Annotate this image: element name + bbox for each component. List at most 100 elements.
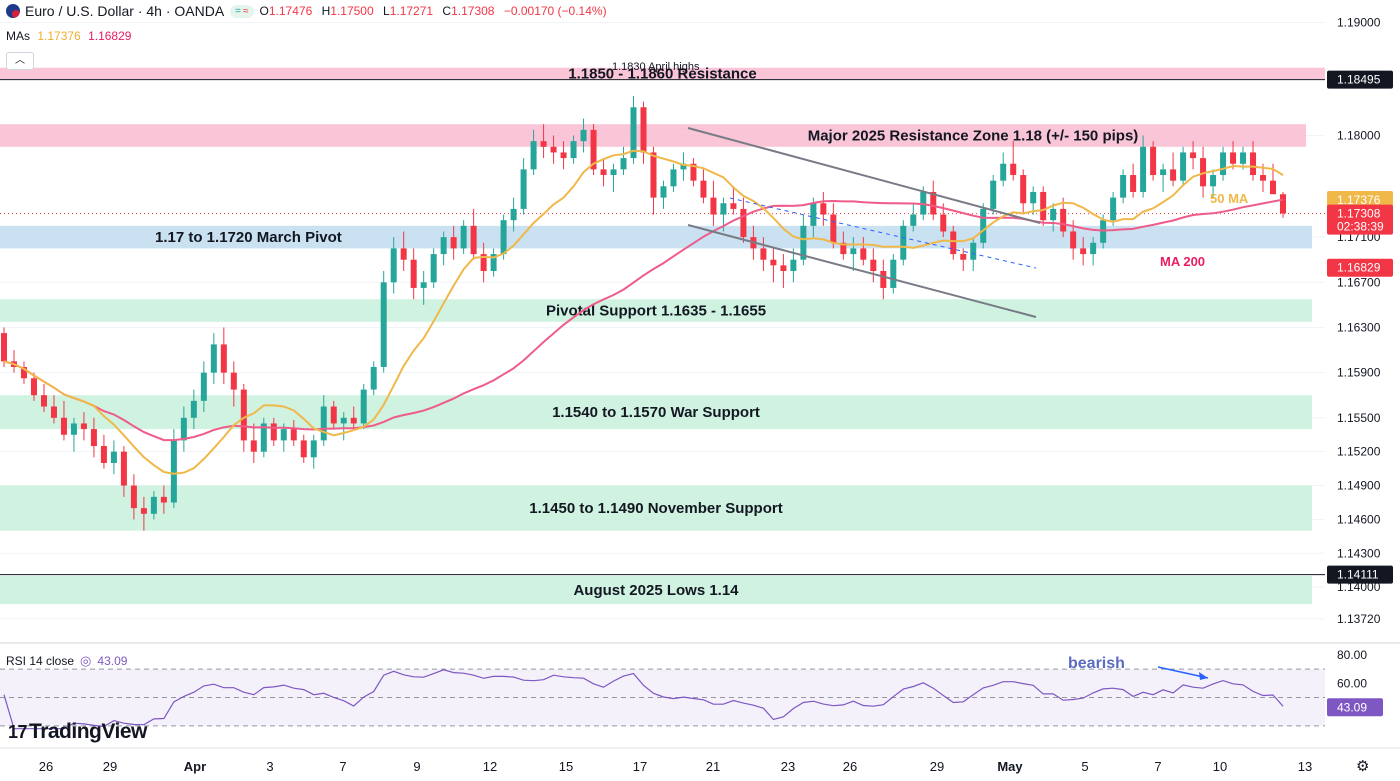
price-tag: 1.17308 <box>1337 207 1381 221</box>
ma-legend-label: MAs <box>6 29 30 43</box>
candle-body <box>930 191 937 215</box>
x-tick-label: 26 <box>843 759 857 774</box>
candle-body <box>400 248 407 260</box>
candle-body <box>290 429 297 441</box>
candle-body <box>520 169 527 209</box>
candle-body <box>250 440 257 452</box>
price-tag: 1.14111 <box>1337 568 1379 582</box>
x-tick-label: 7 <box>339 759 346 774</box>
x-tick-label: 21 <box>706 759 720 774</box>
candle-body <box>1110 197 1117 221</box>
candle-body <box>120 451 127 486</box>
y-tick-label: 1.15900 <box>1337 366 1381 380</box>
chevron-up-icon: ︿ <box>15 55 25 66</box>
candle-body <box>20 366 27 379</box>
candle-body <box>680 163 687 170</box>
candle-body <box>140 508 147 514</box>
candle-body <box>160 496 167 503</box>
candle-body <box>420 282 427 288</box>
zone-resistance <box>0 67 1325 80</box>
x-tick-label: 17 <box>633 759 647 774</box>
rsi-legend[interactable]: RSI 14 close ◎ 43.09 <box>6 653 127 669</box>
april-highs-label: 1.1830 April highs <box>612 61 700 73</box>
zone-label: August 2025 Lows 1.14 <box>573 582 739 599</box>
candle-body <box>1210 175 1217 187</box>
candle-body <box>960 254 967 260</box>
rsi-label: RSI 14 close <box>6 654 75 668</box>
candle-body <box>1260 175 1267 181</box>
ma50-value: 1.17376 <box>37 29 81 43</box>
candle-body <box>350 417 357 424</box>
candle-body <box>1060 208 1067 232</box>
x-tick-label: May <box>997 759 1023 774</box>
zone-support <box>0 575 1312 605</box>
candle-body <box>490 254 497 272</box>
price-tag-bg <box>1327 190 1393 209</box>
collapse-legend-button[interactable]: ︿ <box>6 52 34 70</box>
candle-body <box>460 225 467 249</box>
candle-body <box>810 203 817 226</box>
high-value: 1.17500 <box>330 4 374 18</box>
logo-text: TradingView <box>29 720 147 743</box>
candle-body <box>870 259 877 272</box>
candle-body <box>860 248 867 260</box>
candle-body <box>550 146 557 153</box>
candle-body <box>590 129 597 170</box>
y-tick-label: 1.16300 <box>1337 320 1381 334</box>
candle-body <box>1200 158 1207 187</box>
x-tick-label: 7 <box>1154 759 1161 774</box>
candle-body <box>690 163 697 181</box>
ma-legend[interactable]: MAs 1.17376 1.16829 <box>6 29 131 43</box>
x-tick-label: Apr <box>184 759 206 774</box>
candle-body <box>1130 175 1137 192</box>
candle-body <box>370 366 377 390</box>
candle-body <box>60 417 67 435</box>
change-value: −0.00170 (−0.14%) <box>503 4 607 18</box>
gear-icon[interactable]: ⚙ <box>1356 758 1370 775</box>
y-tick-label: 1.14300 <box>1337 546 1381 560</box>
candle-body <box>210 344 217 373</box>
candle-body <box>410 259 417 288</box>
symbol-title[interactable]: Euro / U.S. Dollar · 4h · OANDA <box>25 3 225 19</box>
equals-icon: = <box>235 5 242 17</box>
candle-body <box>950 231 957 255</box>
channel-top-line <box>687 127 1041 224</box>
candle-body <box>80 423 87 430</box>
candle-body <box>1220 152 1227 176</box>
rsi-tag: 43.09 <box>1337 700 1367 714</box>
candle-body <box>1 333 7 362</box>
rsi-tick-label: 80.00 <box>1337 648 1367 662</box>
candle-body <box>940 214 947 232</box>
zone-label: 1.1540 to 1.1570 War Support <box>552 404 760 421</box>
candle-body <box>900 225 907 260</box>
candle-body <box>330 406 337 424</box>
candle-body <box>40 395 47 407</box>
candle-body <box>440 237 447 255</box>
candle-body <box>990 180 997 209</box>
candle-body <box>1050 208 1057 221</box>
candle-body <box>890 259 897 288</box>
rsi-line <box>3 669 1284 730</box>
candle-body <box>1000 163 1007 181</box>
price-tag-bg <box>1327 565 1393 584</box>
y-tick-label: 1.15200 <box>1337 445 1381 459</box>
tradingview-logo[interactable]: 17TradingView <box>8 720 147 744</box>
candle-body <box>1250 152 1257 176</box>
buy-sell-pill[interactable]: = ≈ <box>230 4 254 18</box>
candle-body <box>830 214 837 243</box>
candle-body <box>1120 175 1127 198</box>
candle-body <box>1150 146 1157 176</box>
rsi-tick-label: 60.00 <box>1337 676 1367 690</box>
candle-body <box>170 440 177 503</box>
channel-bottom-line <box>687 224 1037 318</box>
candle-body <box>820 203 827 215</box>
ma200-annotation: MA 200 <box>1160 254 1205 269</box>
candle-body <box>450 237 457 249</box>
candle-body <box>620 158 627 170</box>
y-tick-label: 1.19000 <box>1337 16 1381 30</box>
y-tick-label: 1.14000 <box>1337 580 1381 594</box>
zone-label: Pivotal Support 1.1635 - 1.1655 <box>546 303 766 320</box>
candle-body <box>800 225 807 260</box>
price-tag-bg <box>1327 204 1393 235</box>
